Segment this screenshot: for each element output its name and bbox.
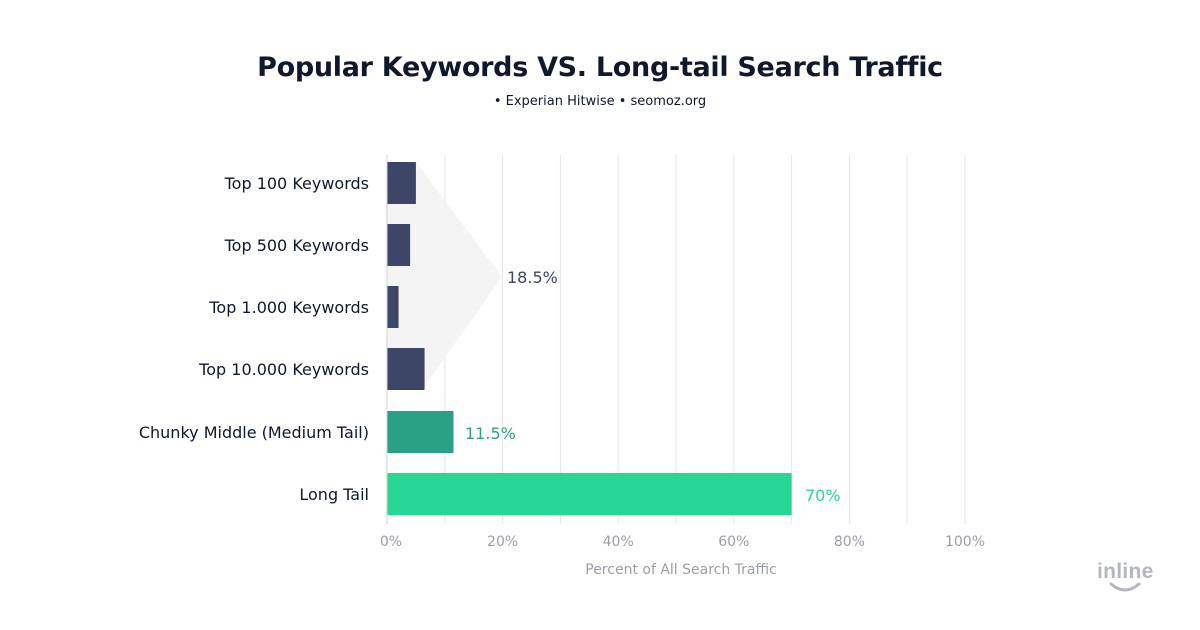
category-label: Long Tail xyxy=(299,485,369,504)
brand-logo-text: inline xyxy=(1097,560,1154,583)
bar xyxy=(387,348,425,390)
category-label: Top 500 Keywords xyxy=(224,236,369,255)
data-label: 70% xyxy=(805,486,841,505)
category-label: Top 100 Keywords xyxy=(224,174,369,193)
chart-subtitle: • Experian Hitwise • seomoz.org xyxy=(493,94,707,109)
x-tick-label: 40% xyxy=(603,534,634,550)
bar xyxy=(387,162,416,204)
category-label: Top 1.000 Keywords xyxy=(208,298,369,317)
inline-logo-icon xyxy=(1109,582,1141,592)
bar xyxy=(387,473,792,515)
x-tick-label: 0% xyxy=(380,534,402,550)
x-tick-label: 60% xyxy=(718,534,749,550)
data-label: 11.5% xyxy=(465,424,516,443)
x-tick-label: 20% xyxy=(487,534,518,550)
bar xyxy=(387,286,399,328)
group-bracket xyxy=(387,162,502,390)
data-label: 18.5% xyxy=(507,268,558,287)
x-tick-label: 100% xyxy=(945,534,985,550)
category-label: Chunky Middle (Medium Tail) xyxy=(139,423,369,442)
category-label: Top 10.000 Keywords xyxy=(198,360,369,379)
bar xyxy=(387,411,454,453)
chart-title: Popular Keywords VS. Long-tail Search Tr… xyxy=(257,52,943,83)
x-tick-label: 80% xyxy=(834,534,865,550)
bar xyxy=(387,224,411,266)
x-axis-label: Percent of All Search Traffic xyxy=(585,562,777,578)
